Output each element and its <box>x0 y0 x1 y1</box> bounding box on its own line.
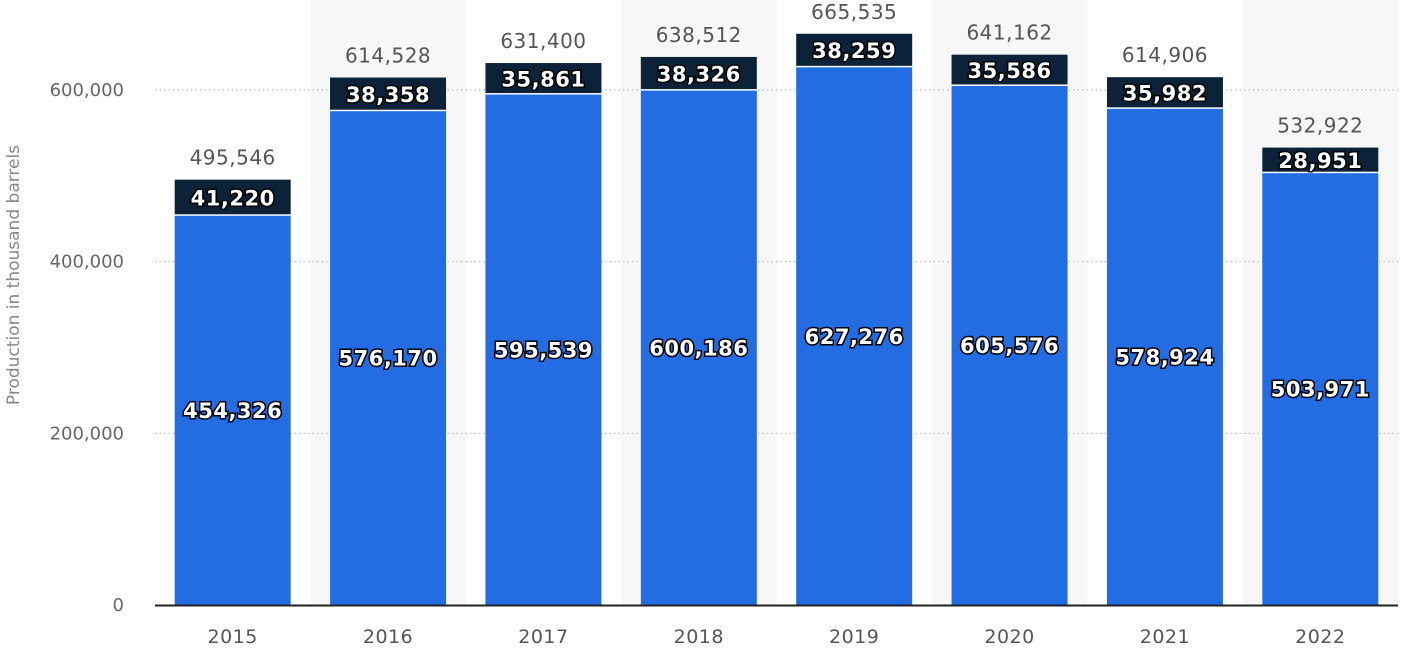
y-tick-label: 0 <box>113 595 124 616</box>
bar-separator-2021 <box>1106 107 1223 109</box>
bar-top-value-label: 35,861 <box>501 67 585 91</box>
bar-top-2018 <box>640 56 757 90</box>
x-tick-label: 2022 <box>1295 626 1345 648</box>
bar-top-value-label: 38,358 <box>346 83 430 107</box>
bar-separator-2019 <box>796 65 913 68</box>
x-tick-label: 2020 <box>984 626 1034 648</box>
bar-bottom-2017 <box>485 93 602 605</box>
y-tick-label: 600,000 <box>50 80 124 101</box>
y-tick-label: 200,000 <box>50 423 124 444</box>
bar-bottom-2022 <box>1262 172 1379 605</box>
bar-bottom-2019 <box>796 66 913 606</box>
bar-bottom-2020 <box>951 85 1068 606</box>
bar-bottom-2018 <box>640 89 757 606</box>
axes: 0 200,000 400,000 600,000 2015 2016 2017 2018 20… <box>50 80 1398 648</box>
bar-total-label: 614,528 <box>345 44 431 68</box>
bar-top-2019 <box>796 33 913 66</box>
bar-total-label: 532,922 <box>1277 114 1363 138</box>
bar-separator-2018 <box>640 89 757 91</box>
bar-top-value-label: 38,259 <box>812 39 896 63</box>
bar-top-value-label: 41,220 <box>191 186 275 210</box>
bar-total-label: 614,906 <box>1122 43 1208 67</box>
bars <box>174 33 1379 606</box>
bar-bottom-value-label: 454,326 <box>183 399 282 423</box>
bar-total-label: 631,400 <box>500 29 586 53</box>
bar-top-2020 <box>951 54 1068 85</box>
bar-bottom-value-label: 595,539 <box>494 338 593 362</box>
x-tick-label: 2018 <box>674 626 724 648</box>
bar-total-label: 665,535 <box>811 0 897 24</box>
x-tick-label: 2017 <box>518 626 568 648</box>
bar-bottom-2015 <box>174 215 291 605</box>
bar-top-2022 <box>1262 147 1379 172</box>
bar-bottom-2016 <box>330 110 447 605</box>
bar-bottom-value-label: 578,924 <box>1115 346 1214 370</box>
y-axis-title: Production in thousand barrels <box>4 145 24 405</box>
bar-separator-2016 <box>330 109 447 112</box>
bar-top-2015 <box>174 179 291 215</box>
bar-separator-2017 <box>485 93 602 95</box>
bar-top-value-label: 28,951 <box>1278 149 1362 173</box>
bar-top-value-label: 35,586 <box>968 59 1052 83</box>
y-tick-label: 400,000 <box>50 252 124 273</box>
bar-bottom-value-label: 605,576 <box>960 334 1059 358</box>
bar-total-label: 495,546 <box>190 146 276 170</box>
bar-top-value-label: 38,326 <box>657 62 741 86</box>
bar-bottom-value-label: 503,971 <box>1271 378 1370 402</box>
bar-bottom-2021 <box>1106 108 1223 605</box>
x-tick-label: 2019 <box>829 626 879 648</box>
bar-bottom-value-label: 627,276 <box>805 325 904 349</box>
bar-bottom-value-label: 600,186 <box>649 336 748 360</box>
bar-separator-2020 <box>951 84 1068 86</box>
bar-top-value-label: 35,982 <box>1123 82 1207 106</box>
bar-top-2021 <box>1106 77 1223 108</box>
x-tick-label: 2021 <box>1140 626 1190 648</box>
data-labels: 454,326 41,220 495,546 576,170 38,358 614,528… <box>182 0 1371 425</box>
bar-top-2017 <box>485 63 602 94</box>
x-tick-label: 2016 <box>363 626 413 648</box>
bar-separator-2015 <box>174 214 291 216</box>
bar-separator-2022 <box>1262 171 1379 174</box>
bar-total-label: 641,162 <box>966 21 1052 45</box>
bar-top-2016 <box>330 77 447 110</box>
bar-bottom-value-label: 576,170 <box>338 347 437 371</box>
x-tick-label: 2015 <box>208 626 258 648</box>
bar-total-label: 638,512 <box>656 23 742 47</box>
